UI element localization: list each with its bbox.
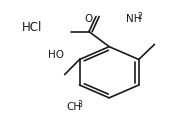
Text: 3: 3 bbox=[78, 100, 83, 109]
Text: HCl: HCl bbox=[22, 21, 42, 34]
Text: CH: CH bbox=[67, 102, 82, 112]
Text: HO: HO bbox=[48, 50, 64, 59]
Text: O: O bbox=[84, 14, 92, 24]
Text: NH: NH bbox=[126, 14, 142, 24]
Text: 2: 2 bbox=[137, 12, 142, 21]
